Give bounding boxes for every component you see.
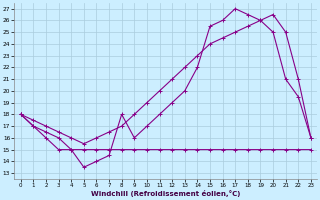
- X-axis label: Windchill (Refroidissement éolien,°C): Windchill (Refroidissement éolien,°C): [91, 190, 241, 197]
